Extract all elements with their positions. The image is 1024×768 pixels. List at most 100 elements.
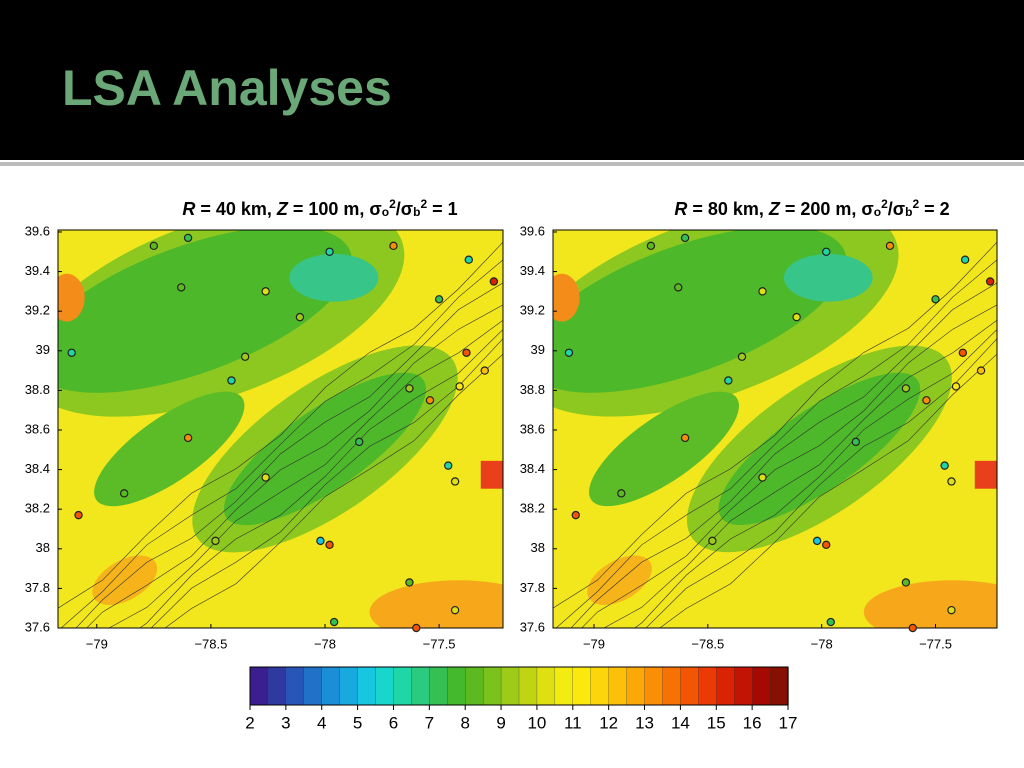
colorbar-cell xyxy=(482,666,502,706)
station xyxy=(812,536,822,546)
y-tick-label: 38.6 xyxy=(25,421,50,436)
station xyxy=(261,287,270,296)
contour-line xyxy=(60,259,503,628)
station xyxy=(462,348,471,357)
title-segment: 2 xyxy=(389,197,396,211)
contour-line xyxy=(139,329,503,628)
colorbar-cell xyxy=(411,666,430,706)
station xyxy=(851,437,861,447)
title-segment: = 80 km, xyxy=(687,199,769,219)
station xyxy=(455,382,464,391)
station xyxy=(901,384,911,393)
station xyxy=(444,461,453,470)
y-tick-label: 39.2 xyxy=(25,303,50,318)
station xyxy=(947,605,956,615)
station xyxy=(960,255,970,264)
colorbar-tick-label: 4 xyxy=(317,713,326,732)
x-tick-label: −78.5 xyxy=(691,636,724,651)
y-tick-label: 38.6 xyxy=(520,421,545,436)
station xyxy=(822,540,831,550)
station xyxy=(295,312,305,322)
colorbar-cell xyxy=(303,666,323,706)
title-segment: Z xyxy=(768,199,781,219)
y-tick-label: 39 xyxy=(531,342,545,357)
field-blob xyxy=(58,230,352,393)
y-tick-label: 38.2 xyxy=(25,501,50,516)
y-tick-label: 39.6 xyxy=(25,223,50,238)
station xyxy=(425,396,435,405)
colorbar-tick-label: 11 xyxy=(564,713,582,732)
title-segment: b xyxy=(905,205,912,219)
y-tick-label: 39.2 xyxy=(520,303,545,318)
plot-frame xyxy=(552,229,998,629)
y-tick-label: 37.8 xyxy=(520,580,545,595)
slide-title: LSA Analyses xyxy=(62,60,392,116)
contour-line xyxy=(108,319,503,628)
y-tick-label: 38.4 xyxy=(25,461,50,476)
title-segment: R xyxy=(182,199,195,219)
header-band xyxy=(0,0,1024,160)
title-segment: o xyxy=(382,205,389,219)
colorbar-cell xyxy=(608,666,628,706)
colorbar-tick-label: 3 xyxy=(281,713,290,732)
y-tick-label: 38 xyxy=(36,540,50,555)
station xyxy=(464,255,473,264)
title-segment: = 40 km, xyxy=(195,199,277,219)
station xyxy=(149,241,159,251)
field-blob xyxy=(553,230,847,393)
contour-line xyxy=(58,242,503,609)
colorbar-tick-label: 16 xyxy=(743,713,762,732)
station xyxy=(908,623,917,633)
field-blob xyxy=(369,580,503,628)
x-tick-label: −79 xyxy=(86,636,108,651)
x-tick-label: −78.5 xyxy=(194,636,227,651)
station xyxy=(792,312,801,322)
station xyxy=(940,461,949,470)
title-segment: R xyxy=(674,199,687,219)
station xyxy=(183,433,193,443)
station xyxy=(826,617,835,627)
field-blob xyxy=(863,580,997,628)
contour-line xyxy=(645,338,997,628)
station xyxy=(976,366,986,375)
station xyxy=(758,473,767,482)
colorbar-cell xyxy=(716,666,735,706)
colorbar-cell xyxy=(536,666,556,706)
title-segment: /σ xyxy=(396,199,413,219)
colorbar-tick-label: 9 xyxy=(496,713,505,732)
contour-line xyxy=(581,304,997,628)
colorbar-cell xyxy=(554,666,574,706)
station xyxy=(737,352,747,361)
y-tick-label: 38.4 xyxy=(520,461,545,476)
station xyxy=(489,277,499,286)
contour-line xyxy=(603,319,997,628)
y-tick-label: 38.8 xyxy=(520,382,545,397)
contour-line xyxy=(75,282,503,628)
colorbar-cell xyxy=(375,666,395,706)
station xyxy=(885,241,895,251)
colorbar-tick-label: 2 xyxy=(245,713,254,732)
station xyxy=(261,473,270,482)
station xyxy=(325,247,334,256)
station xyxy=(985,277,995,286)
colorbar-cell xyxy=(393,666,413,706)
station xyxy=(947,477,956,486)
field-blob xyxy=(783,253,873,302)
station xyxy=(412,623,421,633)
colorbar-cell xyxy=(429,666,448,706)
x-tick-label: −79 xyxy=(583,636,605,651)
x-tick-label: −78 xyxy=(314,636,336,651)
colorbar-tick-label: 7 xyxy=(425,713,434,732)
station xyxy=(177,283,186,292)
field xyxy=(58,230,503,628)
colorbar-cell xyxy=(500,666,520,706)
colorbar-cell xyxy=(321,666,341,706)
colorbar-cell xyxy=(465,666,484,706)
title-segment: 2 xyxy=(420,197,427,211)
colorbar-cell xyxy=(626,666,646,706)
station xyxy=(680,433,690,443)
colorbar-cell xyxy=(662,666,682,706)
colorbar-cell xyxy=(644,666,664,706)
title-segment: Z xyxy=(276,199,289,219)
